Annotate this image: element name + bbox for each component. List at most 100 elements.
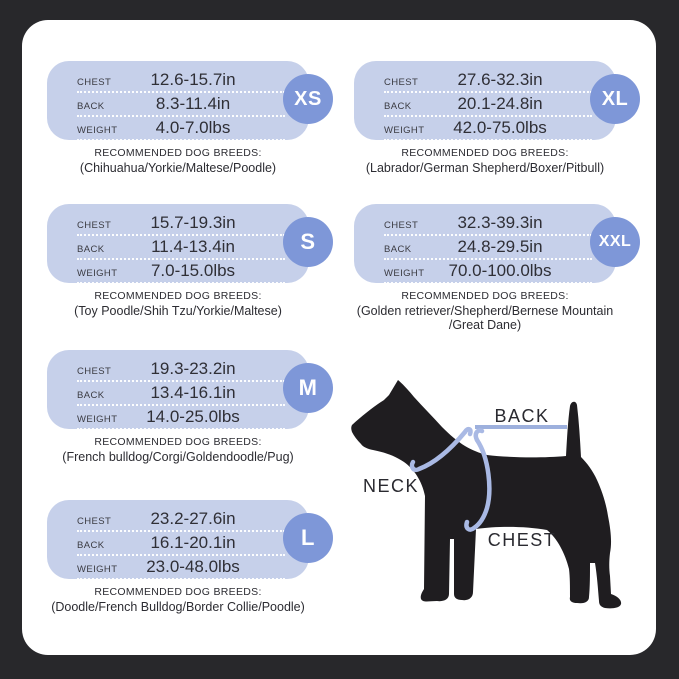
measure-row-chest: CHEST 27.6-32.3in (384, 69, 592, 93)
measure-row-weight: WEIGHT 23.0-48.0lbs (77, 556, 285, 580)
size-panel-l: CHEST 23.2-27.6in BACK 16.1-20.1in WEIGH… (47, 500, 309, 580)
recommended-heading: RECOMMENDED DOG BREEDS: (94, 436, 262, 448)
chest-label: CHEST (77, 77, 112, 88)
dog-silhouette-icon (351, 380, 622, 609)
size-panel-xxl: CHEST 32.3-39.3in BACK 24.8-29.5in WEIGH… (354, 204, 616, 284)
chest-label: CHEST (77, 516, 112, 527)
recommended-heading: RECOMMENDED DOG BREEDS: (401, 147, 569, 159)
weight-value: 42.0-75.0lbs (453, 118, 547, 137)
breeds-list: (Labrador/German Shepherd/Boxer/Pitbull) (365, 161, 605, 175)
size-badge-l: L (283, 513, 333, 563)
back-label: BACK (77, 390, 105, 401)
chest-label: CHEST (384, 220, 419, 231)
chest-value: 12.6-15.7in (150, 70, 236, 89)
back-label: BACK (77, 101, 105, 112)
size-badge-xxl: XXL (590, 217, 640, 267)
weight-label: WEIGHT (77, 414, 118, 425)
chest-label: CHEST (77, 366, 112, 377)
size-block-l: CHEST 23.2-27.6in BACK 16.1-20.1in WEIGH… (47, 500, 333, 614)
dog-measurement-diagram: BACK NECK CHEST (340, 370, 640, 620)
diagram-chest-label: CHEST (487, 530, 557, 550)
size-badge-m: M (283, 363, 333, 413)
measure-row-chest: CHEST 12.6-15.7in (77, 69, 285, 93)
size-code: M (298, 375, 318, 400)
breeds-caption-xl: RECOMMENDED DOG BREEDS: (Labrador/German… (320, 147, 650, 175)
dog-body-shape (351, 380, 622, 609)
back-label: BACK (77, 540, 105, 551)
measure-row-back: BACK 24.8-29.5in (384, 236, 592, 260)
chest-label: CHEST (384, 77, 419, 88)
diagram-neck-label: NECK (362, 476, 420, 496)
measure-row-chest: CHEST 19.3-23.2in (77, 358, 285, 382)
size-code: XS (294, 87, 322, 110)
measure-row-back: BACK 8.3-11.4in (77, 93, 285, 117)
back-value: 8.3-11.4in (155, 94, 231, 113)
chest-value: 32.3-39.3in (457, 213, 543, 232)
back-value: 24.8-29.5in (457, 237, 543, 256)
neck-strap-curl (462, 426, 473, 437)
measure-row-chest: CHEST 32.3-39.3in (384, 212, 592, 236)
weight-label: WEIGHT (77, 125, 118, 136)
recommended-heading: RECOMMENDED DOG BREEDS: (401, 290, 569, 302)
recommended-heading: RECOMMENDED DOG BREEDS: (94, 586, 262, 598)
chest-strap-curl (473, 428, 485, 443)
measure-row-chest: CHEST 15.7-19.3in (77, 212, 285, 236)
measure-row-weight: WEIGHT 42.0-75.0lbs (384, 117, 592, 141)
breeds-caption-xs: RECOMMENDED DOG BREEDS: (Chihuahua/Yorki… (13, 147, 343, 175)
recommended-heading: RECOMMENDED DOG BREEDS: (94, 290, 262, 302)
measure-row-weight: WEIGHT 4.0-7.0lbs (77, 117, 285, 141)
chest-value: 15.7-19.3in (150, 213, 236, 232)
back-value: 13.4-16.1in (150, 383, 236, 402)
size-badge-s: S (283, 217, 333, 267)
breeds-list: (Doodle/French Bulldog/Border Collie/Poo… (51, 600, 305, 614)
back-label: BACK (77, 244, 105, 255)
measure-row-back: BACK 11.4-13.4in (77, 236, 285, 260)
back-value: 11.4-13.4in (151, 237, 235, 256)
breeds-caption-m: RECOMMENDED DOG BREEDS: (French bulldog/… (13, 436, 343, 464)
measure-row-back: BACK 16.1-20.1in (77, 532, 285, 556)
size-code: S (300, 229, 316, 254)
size-badge-xs: XS (283, 74, 333, 124)
diagram-back-label: BACK (494, 406, 550, 426)
size-panel-xs: CHEST 12.6-15.7in BACK 8.3-11.4in WEIGHT… (47, 61, 309, 141)
size-block-xxl: CHEST 32.3-39.3in BACK 24.8-29.5in WEIGH… (354, 204, 640, 332)
chest-value: 19.3-23.2in (150, 359, 236, 378)
size-panel-xl: CHEST 27.6-32.3in BACK 20.1-24.8in WEIGH… (354, 61, 616, 141)
size-code: XXL (598, 233, 632, 250)
breeds-caption-l: RECOMMENDED DOG BREEDS: (Doodle/French B… (13, 586, 343, 614)
size-panel-m: CHEST 19.3-23.2in BACK 13.4-16.1in WEIGH… (47, 350, 309, 430)
size-code: XL (601, 87, 629, 110)
size-block-xl: CHEST 27.6-32.3in BACK 20.1-24.8in WEIGH… (354, 61, 640, 175)
chest-value: 27.6-32.3in (457, 70, 543, 89)
breeds-list: (Chihuahua/Yorkie/Maltese/Poodle) (79, 161, 277, 175)
weight-label: WEIGHT (77, 268, 118, 279)
recommended-heading: RECOMMENDED DOG BREEDS: (94, 147, 262, 159)
weight-value: 70.0-100.0lbs (448, 261, 552, 280)
breeds-caption-xxl: RECOMMENDED DOG BREEDS: (Golden retrieve… (320, 290, 650, 332)
weight-value: 14.0-25.0lbs (146, 407, 240, 426)
measure-row-weight: WEIGHT 7.0-15.0lbs (77, 260, 285, 284)
chest-value: 23.2-27.6in (150, 509, 236, 528)
size-block-s: CHEST 15.7-19.3in BACK 11.4-13.4in WEIGH… (47, 204, 333, 318)
chest-label: CHEST (77, 220, 112, 231)
weight-value: 23.0-48.0lbs (146, 557, 240, 576)
size-block-m: CHEST 19.3-23.2in BACK 13.4-16.1in WEIGH… (47, 350, 333, 464)
back-label: BACK (384, 244, 412, 255)
size-code: L (301, 525, 315, 550)
breeds-list: (Toy Poodle/Shih Tzu/Yorkie/Maltese) (74, 304, 282, 318)
weight-value: 4.0-7.0lbs (155, 118, 231, 137)
back-label: BACK (384, 101, 412, 112)
measure-row-weight: WEIGHT 14.0-25.0lbs (77, 406, 285, 430)
breeds-list: (French bulldog/Corgi/Goldendoodle/Pug) (62, 450, 294, 464)
neck-strap-line (409, 429, 468, 473)
breeds-caption-s: RECOMMENDED DOG BREEDS: (Toy Poodle/Shih… (13, 290, 343, 318)
chest-strap-line (464, 437, 492, 532)
measure-row-back: BACK 20.1-24.8in (384, 93, 592, 117)
back-value: 20.1-24.8in (457, 94, 543, 113)
measure-row-back: BACK 13.4-16.1in (77, 382, 285, 406)
measure-row-chest: CHEST 23.2-27.6in (77, 508, 285, 532)
size-panel-s: CHEST 15.7-19.3in BACK 11.4-13.4in WEIGH… (47, 204, 309, 284)
weight-label: WEIGHT (384, 125, 425, 136)
breeds-list: (Golden retriever/Shepherd/Bernese Mount… (356, 304, 614, 332)
